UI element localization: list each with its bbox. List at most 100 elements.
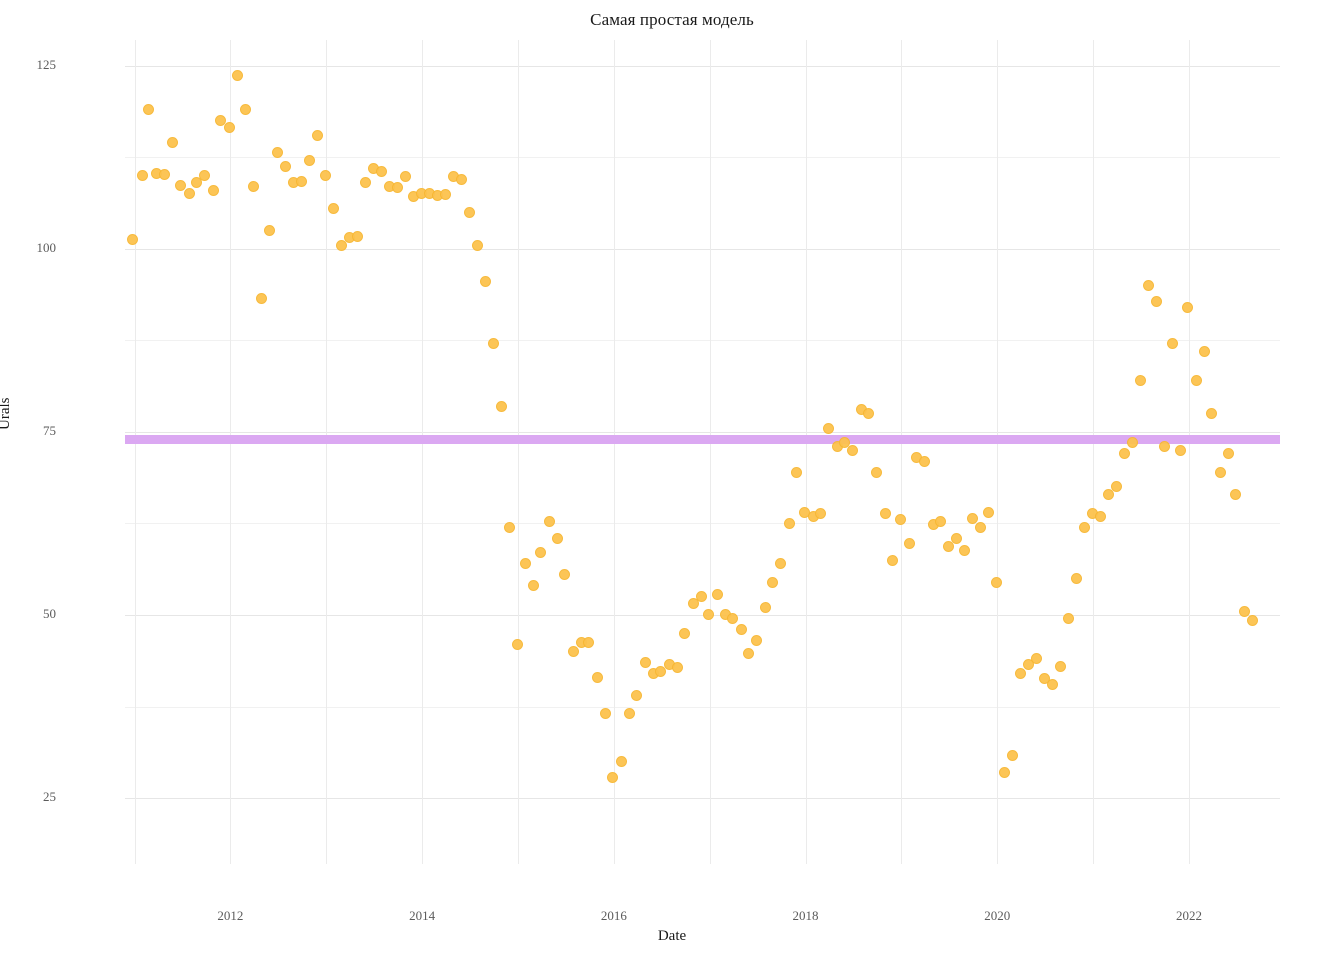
scatter-point xyxy=(439,189,451,201)
scatter-point xyxy=(1102,488,1114,500)
scatter-point xyxy=(942,541,954,553)
gridline-horizontal-major xyxy=(125,65,1280,67)
scatter-point xyxy=(887,554,899,566)
scatter-point xyxy=(966,512,978,524)
x-tick-label: 2018 xyxy=(792,908,819,923)
scatter-point xyxy=(1023,658,1035,670)
gridline-horizontal-major xyxy=(125,798,1280,800)
scatter-point xyxy=(1158,441,1170,452)
scatter-point xyxy=(1071,572,1083,584)
gridline-horizontal-major xyxy=(125,614,1280,616)
scatter-point xyxy=(639,657,651,669)
x-axis-title: Date xyxy=(657,928,687,944)
scatter-point xyxy=(520,558,532,570)
scatter-point xyxy=(999,766,1011,778)
scatter-point xyxy=(487,338,499,350)
scatter-point xyxy=(1206,408,1218,420)
scatter-point xyxy=(312,129,324,141)
y-tick-label: 100 xyxy=(36,239,57,255)
scatter-point xyxy=(463,207,475,219)
scatter-point xyxy=(687,598,699,610)
scatter-point xyxy=(1143,279,1155,291)
x-tick-label: 2020 xyxy=(984,908,1011,923)
scatter-point xyxy=(479,276,491,288)
scatter-point xyxy=(990,576,1002,588)
scatter-point xyxy=(775,558,787,570)
scatter-point xyxy=(583,636,595,648)
scatter-point xyxy=(783,517,795,529)
scatter-point xyxy=(191,176,203,188)
scatter-point xyxy=(727,613,739,625)
scatter-point xyxy=(1150,295,1162,307)
scatter-point xyxy=(136,170,148,181)
plot-area xyxy=(125,40,1280,864)
scatter-point xyxy=(711,588,723,600)
scatter-point xyxy=(223,122,235,134)
scatter-point xyxy=(551,532,563,544)
scatter-point xyxy=(679,627,691,639)
scatter-point xyxy=(879,508,891,520)
scatter-point xyxy=(255,293,267,305)
scatter-point xyxy=(247,180,259,192)
gridline-vertical xyxy=(709,40,711,864)
scatter-point xyxy=(303,155,315,167)
scatter-point xyxy=(472,239,484,251)
scatter-point xyxy=(1110,481,1122,493)
gridline-horizontal-minor xyxy=(125,157,1280,159)
scatter-point xyxy=(1230,488,1242,500)
scatter-point xyxy=(400,171,412,183)
scatter-point xyxy=(951,532,963,544)
scatter-point xyxy=(1014,668,1026,680)
scatter-point xyxy=(751,635,763,647)
scatter-point xyxy=(616,755,627,767)
scatter-point xyxy=(496,400,508,412)
gridline-vertical xyxy=(613,40,615,864)
scatter-point xyxy=(352,230,364,242)
scatter-point xyxy=(983,506,995,518)
scatter-point xyxy=(360,177,372,189)
scatter-point xyxy=(1047,679,1059,691)
scatter-point xyxy=(503,521,515,533)
scatter-point xyxy=(391,182,403,194)
scatter-point xyxy=(295,175,307,187)
gridline-vertical xyxy=(134,40,136,864)
scatter-point xyxy=(527,580,539,592)
scatter-point xyxy=(623,708,635,720)
scatter-point xyxy=(695,591,707,603)
scatter-point xyxy=(1007,750,1019,762)
scatter-point xyxy=(903,537,915,549)
scatter-point xyxy=(1198,345,1210,357)
scatter-point xyxy=(1239,605,1251,617)
scatter-point xyxy=(143,104,155,116)
scatter-point xyxy=(559,569,571,581)
scatter-point xyxy=(815,508,827,520)
gridline-vertical xyxy=(1093,40,1095,864)
scatter-point xyxy=(1119,448,1131,460)
scatter-point xyxy=(1062,613,1074,625)
y-tick-label: 125 xyxy=(36,56,57,72)
scatter-point xyxy=(759,602,771,614)
scatter-point xyxy=(207,184,219,196)
scatter-point xyxy=(1246,614,1258,626)
scatter-point xyxy=(935,515,947,527)
gridline-vertical xyxy=(326,40,328,864)
gridline-vertical xyxy=(230,40,232,864)
chart-title: Самая простая модель xyxy=(590,10,754,29)
scatter-point xyxy=(1126,437,1138,449)
scatter-point xyxy=(1055,660,1066,672)
gridline-vertical xyxy=(1188,40,1190,864)
scatter-point xyxy=(735,624,747,636)
scatter-point xyxy=(319,170,331,181)
scatter-point xyxy=(894,514,906,526)
scatter-point xyxy=(847,444,858,456)
gridline-horizontal-major xyxy=(125,248,1280,250)
gridline-vertical xyxy=(517,40,519,864)
scatter-point xyxy=(1167,338,1179,350)
scatter-point xyxy=(863,408,875,420)
scatter-point xyxy=(1078,521,1090,533)
scatter-point xyxy=(592,671,604,683)
x-tick-label: 2016 xyxy=(600,908,627,923)
scatter-point xyxy=(127,233,139,245)
scatter-point xyxy=(215,115,227,127)
